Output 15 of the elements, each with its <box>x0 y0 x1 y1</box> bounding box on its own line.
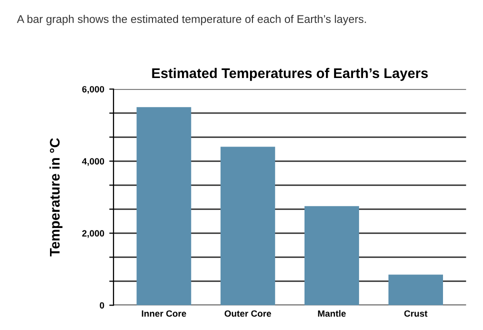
bar <box>304 206 360 306</box>
x-tick-label: Outer Core <box>224 310 272 317</box>
text: A bar graph shows the estimated temperature of each of Earth’s layers. <box>16 14 366 26</box>
y-tick-label: 0 <box>100 302 104 309</box>
y-tick-label: 4,000 <box>82 158 104 166</box>
chart-title: Estimated Temperatures of Earth’s Layers <box>152 68 428 81</box>
y-axis-title: Temperature in °C <box>49 138 62 256</box>
x-tick-label: Inner Core <box>142 310 186 317</box>
y-tick-label: 2,000 <box>82 230 104 238</box>
bar <box>136 107 192 306</box>
x-tick-label: Crust <box>404 310 428 317</box>
bar <box>220 146 276 306</box>
y-tick-label: 6,000 <box>82 86 104 94</box>
x-tick-label: Mantle <box>318 310 346 317</box>
bar <box>388 274 444 306</box>
